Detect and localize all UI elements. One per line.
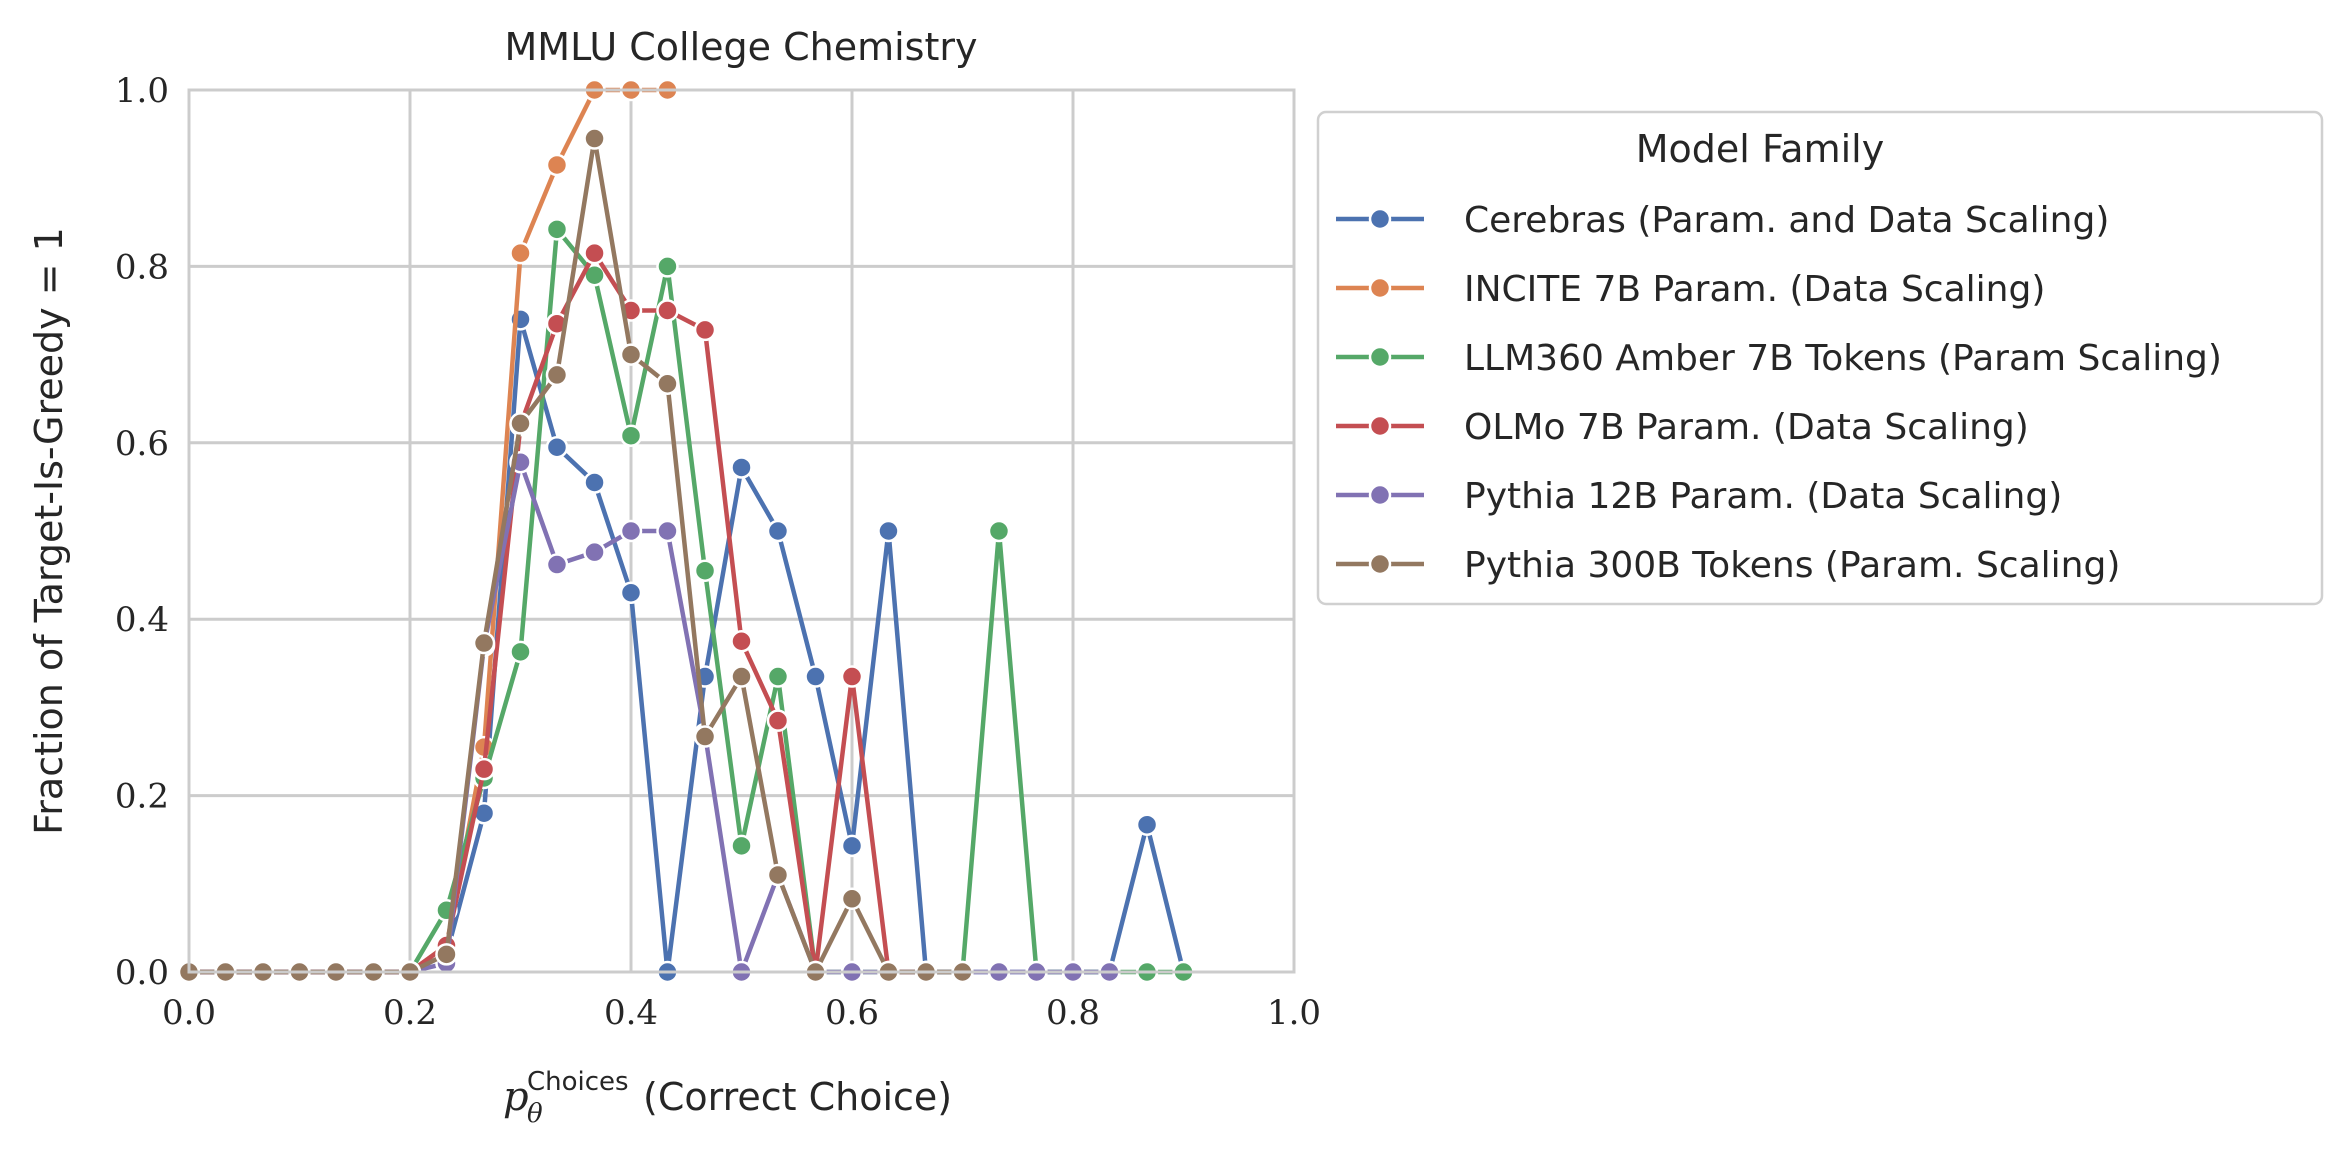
data-point bbox=[730, 630, 753, 653]
legend-marker bbox=[1368, 483, 1392, 507]
data-point bbox=[730, 456, 753, 479]
y-tick-label: 0.4 bbox=[115, 600, 169, 640]
data-point bbox=[545, 553, 569, 576]
data-point bbox=[693, 725, 717, 748]
data-point bbox=[987, 519, 1011, 543]
data-point bbox=[730, 834, 753, 858]
legend-entry: OLMo 7B Param. (Data Scaling) bbox=[1336, 407, 2029, 448]
legend: Model Family Cerebras (Param. and Data S… bbox=[1316, 110, 2324, 606]
legend-label: OLMo 7B Param. (Data Scaling) bbox=[1464, 407, 2029, 448]
legend-marker bbox=[1368, 276, 1392, 300]
x-tick-label: 0.8 bbox=[1046, 993, 1100, 1033]
data-point bbox=[545, 153, 569, 177]
data-point bbox=[545, 363, 569, 387]
legend-marker bbox=[1368, 414, 1392, 438]
legend-label: Pythia 300B Tokens (Param. Scaling) bbox=[1464, 545, 2120, 586]
data-point bbox=[472, 757, 496, 781]
legend-label: Cerebras (Param. and Data Scaling) bbox=[1464, 200, 2109, 241]
data-point bbox=[619, 343, 643, 366]
data-point bbox=[545, 435, 569, 459]
chart-title: MMLU College Chemistry bbox=[505, 25, 978, 69]
y-tick-label: 1.0 bbox=[115, 71, 169, 111]
data-point bbox=[583, 540, 606, 564]
data-point bbox=[840, 834, 864, 858]
x-axis-symbol: p bbox=[503, 1074, 529, 1120]
data-point bbox=[656, 372, 679, 395]
y-tick-label: 0.8 bbox=[115, 247, 169, 287]
legend-marker bbox=[1368, 552, 1392, 576]
y-tick-labels: 0.0 0.2 0.4 0.6 0.8 1.0 bbox=[115, 71, 169, 993]
data-point bbox=[840, 665, 864, 688]
data-point bbox=[583, 471, 606, 494]
legend-entry: Pythia 12B Param. (Data Scaling) bbox=[1336, 476, 2062, 517]
x-tick-labels: 0.0 0.2 0.4 0.6 0.8 1.0 bbox=[162, 993, 1321, 1033]
data-point bbox=[472, 631, 496, 655]
data-point bbox=[1135, 813, 1159, 836]
data-point bbox=[545, 218, 569, 241]
data-point bbox=[656, 299, 679, 322]
data-point bbox=[583, 127, 606, 150]
x-tick-label: 0.0 bbox=[162, 993, 216, 1033]
x-tick-label: 0.4 bbox=[604, 993, 658, 1033]
legend-box bbox=[1316, 110, 2324, 606]
x-tick-label: 0.2 bbox=[383, 993, 437, 1033]
data-point bbox=[730, 665, 753, 688]
data-point bbox=[766, 709, 790, 732]
y-tick-label: 0.2 bbox=[115, 777, 169, 817]
legend-marker bbox=[1368, 207, 1392, 231]
data-point bbox=[766, 665, 790, 688]
x-tick-label: 0.6 bbox=[825, 993, 879, 1033]
data-point bbox=[619, 519, 643, 543]
series-layer bbox=[177, 78, 1195, 984]
data-point bbox=[435, 943, 458, 966]
legend-entries: Cerebras (Param. and Data Scaling) INCITE… bbox=[1336, 200, 2222, 586]
plot-frame bbox=[187, 88, 1296, 974]
legend-entry: LLM360 Amber 7B Tokens (Param Scaling) bbox=[1336, 338, 2222, 379]
x-axis-superscript: Choices bbox=[527, 1067, 629, 1097]
x-axis-title: p θ Choices (Correct Choice) bbox=[503, 1067, 952, 1129]
y-tick-label: 0.0 bbox=[115, 953, 169, 993]
data-point bbox=[656, 255, 679, 278]
legend-entry: INCITE 7B Param. (Data Scaling) bbox=[1336, 269, 2045, 310]
legend-entry: Cerebras (Param. and Data Scaling) bbox=[1336, 200, 2109, 241]
x-axis-label-text: (Correct Choice) bbox=[643, 1075, 952, 1119]
data-point bbox=[840, 887, 864, 911]
data-point bbox=[693, 559, 717, 582]
plot-background bbox=[189, 90, 1294, 972]
data-point bbox=[877, 519, 900, 543]
legend-title: Model Family bbox=[1636, 127, 1884, 171]
legend-label: INCITE 7B Param. (Data Scaling) bbox=[1464, 269, 2045, 310]
x-axis-subscript: θ bbox=[527, 1099, 543, 1129]
data-point bbox=[583, 241, 606, 265]
data-point bbox=[509, 640, 532, 664]
y-tick-label: 0.6 bbox=[115, 424, 169, 464]
data-point bbox=[766, 863, 790, 887]
data-point bbox=[804, 665, 827, 688]
data-point bbox=[693, 318, 717, 342]
x-tick-label: 1.0 bbox=[1267, 993, 1321, 1033]
data-point bbox=[509, 412, 532, 435]
data-point bbox=[619, 424, 643, 447]
legend-label: LLM360 Amber 7B Tokens (Param Scaling) bbox=[1464, 338, 2222, 379]
data-point bbox=[509, 241, 532, 265]
data-point bbox=[619, 581, 643, 604]
legend-label: Pythia 12B Param. (Data Scaling) bbox=[1464, 476, 2062, 517]
series-6 bbox=[177, 127, 974, 984]
data-point bbox=[656, 519, 679, 543]
legend-entry: Pythia 300B Tokens (Param. Scaling) bbox=[1336, 545, 2120, 586]
y-axis-title: Fraction of Target-Is-Greedy = 1 bbox=[27, 227, 71, 835]
data-point bbox=[766, 519, 790, 543]
legend-marker bbox=[1368, 345, 1392, 369]
